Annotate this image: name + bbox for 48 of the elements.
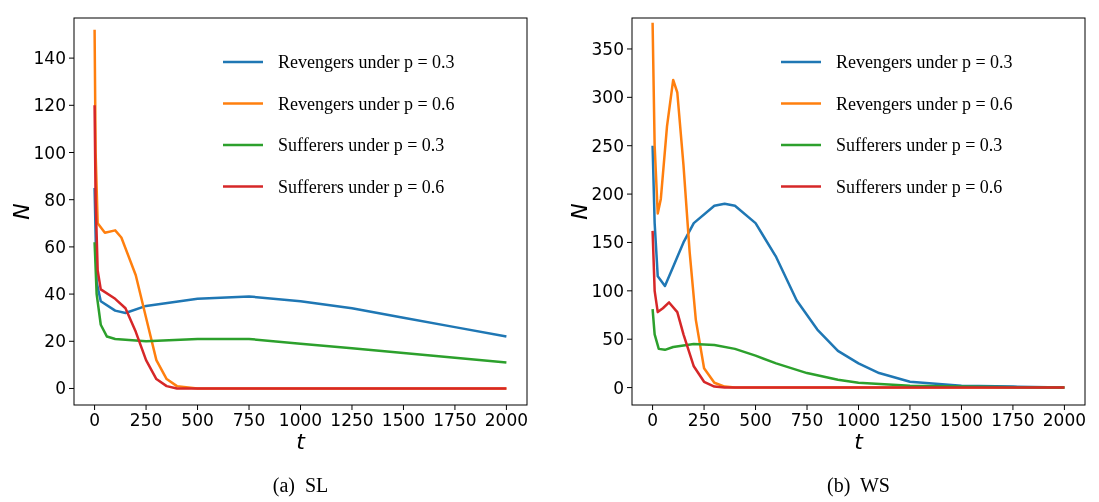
- x-tick-label: 250: [129, 410, 163, 430]
- legend-label: Revengers under p = 0.3: [278, 52, 455, 72]
- y-tick-label: 100: [591, 280, 624, 301]
- x-axis-title: t: [854, 429, 865, 454]
- x-tick-label: 1250: [888, 410, 932, 430]
- x-tick-label: 1500: [381, 410, 426, 430]
- y-tick-label: 40: [44, 284, 66, 305]
- y-tick-label: 300: [591, 87, 624, 108]
- x-tick-label: 500: [739, 410, 772, 430]
- y-axis-title: N: [9, 203, 34, 220]
- y-tick-label: 0: [55, 378, 66, 399]
- legend-label: Revengers under p = 0.3: [836, 52, 1013, 72]
- x-tick-label: 1000: [278, 410, 323, 430]
- legend-label: Revengers under p = 0.6: [278, 93, 455, 114]
- x-axis-title: t: [296, 429, 307, 454]
- y-tick-label: 150: [591, 232, 624, 253]
- x-tick-label: 500: [181, 410, 214, 430]
- legend-label: Sufferers under p = 0.3: [836, 135, 1003, 155]
- y-tick-label: 50: [602, 329, 624, 350]
- x-tick-label: 1750: [433, 410, 477, 430]
- x-tick-label: 0: [89, 410, 100, 430]
- y-axis-title: N: [567, 203, 592, 220]
- x-tick-label: 2000: [484, 410, 529, 430]
- x-tick-label: 750: [232, 410, 266, 430]
- text: (a) SL: [272, 474, 329, 497]
- legend-label: Sufferers under p = 0.3: [278, 135, 445, 155]
- x-tick-label: 1000: [836, 410, 881, 430]
- y-tick-label: 60: [44, 236, 66, 257]
- x-tick-label: 750: [790, 410, 824, 430]
- legend-label: Revengers under p = 0.6: [836, 93, 1013, 114]
- y-tick-label: 80: [44, 189, 66, 210]
- y-tick-label: 140: [33, 48, 66, 69]
- legend-label: Sufferers under p = 0.6: [278, 176, 445, 197]
- x-tick-label: 250: [687, 410, 721, 430]
- x-tick-label: 1250: [330, 410, 374, 430]
- y-tick-label: 350: [591, 38, 624, 59]
- y-tick-label: 200: [591, 184, 624, 205]
- y-tick-label: 20: [44, 331, 66, 352]
- x-tick-label: 1750: [991, 410, 1035, 430]
- legend-label: Sufferers under p = 0.6: [836, 176, 1003, 197]
- x-tick-label: 2000: [1042, 410, 1087, 430]
- text: (b) WS: [827, 474, 890, 497]
- y-tick-label: 100: [33, 142, 66, 163]
- x-tick-label: 1500: [939, 410, 984, 430]
- y-tick-label: 250: [591, 135, 624, 156]
- y-tick-label: 0: [613, 377, 624, 398]
- y-tick-label: 120: [33, 95, 66, 116]
- x-tick-label: 0: [647, 410, 658, 430]
